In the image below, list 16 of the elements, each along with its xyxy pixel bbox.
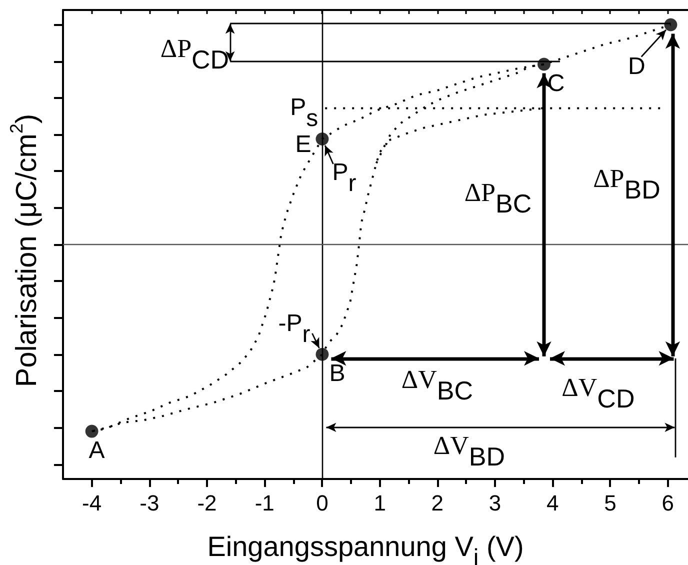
- x-tick-label: 6: [662, 490, 674, 516]
- x-tick-label: -4: [82, 490, 102, 516]
- text: A: [88, 437, 105, 464]
- x-tick-label: -2: [197, 490, 217, 516]
- x-tick-label: 0: [316, 490, 328, 516]
- x-tick-label: 1: [374, 490, 386, 516]
- x-tick-label: -3: [140, 490, 160, 516]
- annotation: B: [329, 360, 346, 388]
- annotation: E: [295, 131, 312, 158]
- x-tick-label: 3: [488, 490, 502, 516]
- x-tick-label: 2: [431, 490, 444, 516]
- annotation: D: [628, 52, 646, 80]
- x-tick-label: 5: [604, 490, 616, 516]
- x-tick-label: 4: [546, 490, 559, 516]
- annotation: C: [547, 70, 565, 98]
- x-tick-label: -1: [254, 490, 274, 516]
